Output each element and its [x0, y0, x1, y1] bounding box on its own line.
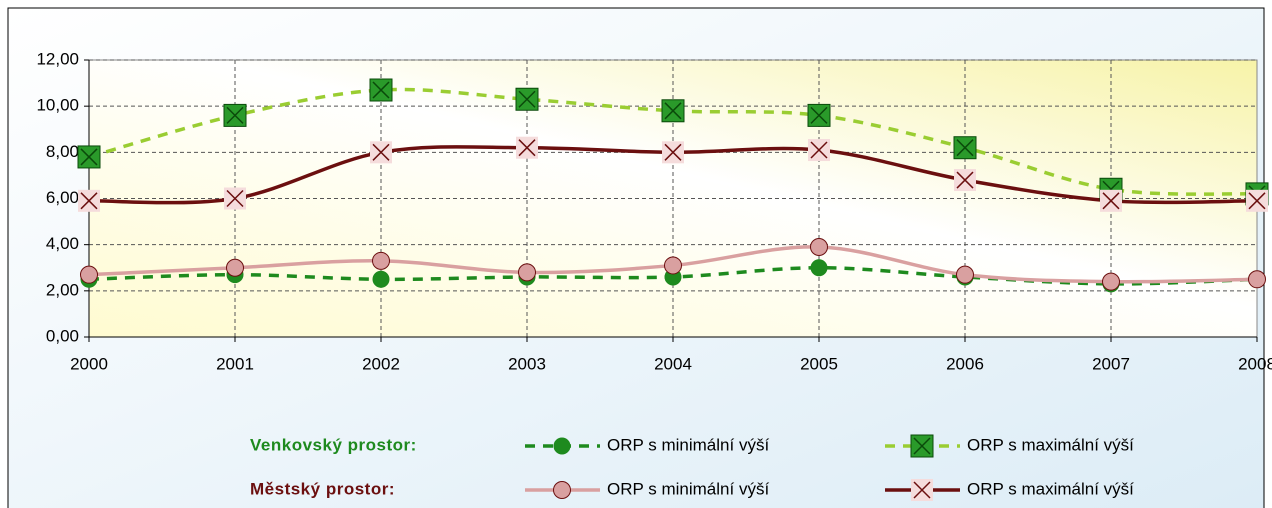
- marker: [664, 256, 682, 275]
- marker-circle: [810, 259, 828, 277]
- marker: [372, 251, 390, 270]
- legend-item: ORP s maximální výší: [885, 479, 1134, 501]
- marker: [953, 136, 977, 160]
- marker-x: [518, 139, 536, 157]
- marker-x: [226, 106, 244, 124]
- marker-x: [664, 102, 682, 120]
- x-tick-label: 2005: [800, 354, 838, 373]
- legend-label: ORP s maximální výší: [967, 435, 1134, 454]
- y-tick-label: 0,00: [46, 326, 79, 345]
- y-tick-label: 6,00: [46, 188, 79, 207]
- legend-label: ORP s minimální výší: [607, 435, 769, 454]
- x-tick-label: 2000: [70, 354, 108, 373]
- marker: [910, 434, 934, 458]
- marker: [80, 265, 98, 284]
- marker: [662, 141, 684, 164]
- legend-label: ORP s minimální výší: [607, 479, 769, 498]
- x-tick-label: 2001: [216, 354, 254, 373]
- marker-circle: [372, 251, 390, 270]
- series-line: [88, 87, 1258, 196]
- y-tick-label: 10,00: [36, 96, 79, 115]
- marker-circle: [226, 258, 244, 277]
- marker-circle: [553, 437, 571, 455]
- y-tick-label: 2,00: [46, 280, 79, 299]
- x-tick-label: 2007: [1092, 354, 1130, 373]
- y-tick-label: 12,00: [36, 49, 79, 68]
- marker: [553, 481, 571, 499]
- y-tick-label: 4,00: [46, 234, 79, 253]
- marker: [661, 99, 685, 123]
- legend-label: ORP s maximální výší: [967, 479, 1134, 498]
- legend-item: ORP s minimální výší: [525, 479, 769, 499]
- legend-group-label: Městský prostor:: [250, 479, 395, 498]
- marker-x: [1102, 192, 1120, 210]
- legend-item: ORP s minimální výší: [525, 435, 769, 455]
- marker-circle: [1248, 270, 1266, 289]
- marker: [224, 187, 246, 210]
- marker-circle: [553, 481, 571, 499]
- marker-circle: [810, 237, 828, 256]
- marker-x: [810, 106, 828, 124]
- marker-circle: [372, 270, 390, 288]
- marker: [77, 145, 101, 169]
- marker: [1102, 272, 1120, 291]
- marker: [515, 87, 539, 111]
- legend-item: ORP s maximální výší: [885, 434, 1134, 458]
- marker: [516, 136, 538, 159]
- marker: [1246, 189, 1268, 212]
- marker: [553, 437, 571, 455]
- marker-circle: [1102, 272, 1120, 291]
- marker: [370, 141, 392, 164]
- marker-x: [226, 189, 244, 208]
- marker: [810, 259, 828, 277]
- marker: [1100, 189, 1122, 212]
- marker-x: [913, 481, 931, 499]
- marker-x: [956, 171, 974, 189]
- x-tick-label: 2003: [508, 354, 546, 373]
- marker: [372, 270, 390, 288]
- marker: [369, 78, 393, 102]
- marker-x: [956, 139, 974, 157]
- legend-group-label: Venkovský prostor:: [250, 435, 417, 454]
- x-tick-label: 2006: [946, 354, 984, 373]
- marker-x: [372, 81, 390, 99]
- marker-x: [518, 90, 536, 108]
- marker: [808, 139, 830, 162]
- x-tick-label: 2004: [654, 354, 692, 373]
- x-tick-label: 2002: [362, 354, 400, 373]
- marker-x: [80, 148, 98, 166]
- marker: [223, 103, 247, 127]
- marker-x: [913, 437, 931, 455]
- marker-x: [664, 143, 682, 161]
- marker: [956, 265, 974, 284]
- marker: [807, 103, 831, 127]
- marker: [518, 263, 536, 282]
- marker: [810, 237, 828, 256]
- marker: [1248, 270, 1266, 289]
- marker-x: [372, 143, 390, 161]
- marker-circle: [80, 265, 98, 284]
- marker: [226, 258, 244, 277]
- marker: [954, 169, 976, 192]
- marker-x: [1248, 192, 1266, 210]
- y-tick-label: 8,00: [46, 142, 79, 161]
- marker-x: [80, 192, 98, 210]
- marker-circle: [664, 256, 682, 275]
- marker: [911, 479, 933, 501]
- marker: [78, 189, 100, 212]
- marker-circle: [956, 265, 974, 284]
- marker-circle: [518, 263, 536, 282]
- x-tick-label: 2008: [1238, 354, 1272, 373]
- marker-x: [810, 141, 828, 159]
